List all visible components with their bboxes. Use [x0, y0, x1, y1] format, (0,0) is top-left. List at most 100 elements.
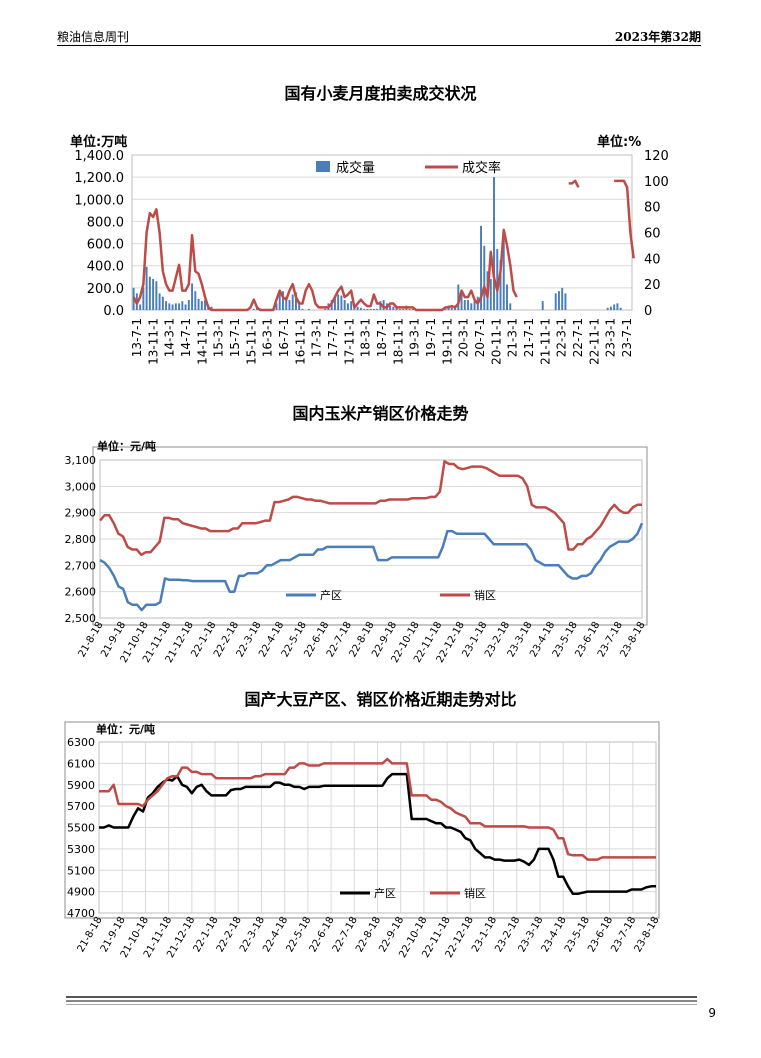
- c2-ytick: 2,600: [65, 586, 97, 599]
- c3-ytick: 5300: [67, 843, 95, 856]
- c1-rate-line: [132, 208, 518, 312]
- c1-bar: [346, 303, 349, 310]
- c1-xtick: 17-3-1: [310, 318, 324, 357]
- c1-bar: [496, 249, 499, 310]
- c1-plot-border: [131, 154, 633, 311]
- c1-bar: [460, 294, 463, 310]
- c1-rate-line: [614, 179, 635, 259]
- c1-bar: [148, 276, 151, 310]
- c2-frame: [92, 446, 648, 626]
- c1-xtick: 16-7-1: [277, 318, 291, 357]
- c1-xtick: 21-3-1: [506, 318, 520, 357]
- c1-bar: [509, 303, 512, 310]
- c1-ytick-left: 600.0: [87, 238, 124, 253]
- c3-ytick: 5700: [67, 800, 95, 813]
- c2-ytick: 2,800: [65, 533, 97, 546]
- c1-bar: [298, 301, 301, 310]
- c3-legend-label-2: 销区: [464, 886, 486, 900]
- c2-ytick: 3,000: [65, 480, 97, 493]
- c1-bar: [359, 307, 362, 310]
- c3-ytick: 4900: [67, 886, 95, 899]
- header-right: 2023年第32期: [614, 30, 701, 44]
- c1-bar: [473, 301, 476, 310]
- c3-ytick: 5900: [67, 779, 95, 792]
- c1-bar: [606, 307, 609, 310]
- c1-xtick: 15-3-1: [212, 318, 226, 357]
- c1-bar: [350, 301, 353, 310]
- c1-bar: [398, 308, 401, 310]
- c1-ytick-left: 1,400.0: [74, 149, 124, 164]
- c1-bar: [145, 266, 148, 310]
- c1-bar: [366, 308, 369, 310]
- c1-xtick: 21-11-1: [538, 318, 552, 365]
- c1-bar: [541, 301, 544, 310]
- c1-bar: [252, 308, 255, 310]
- c1-xtick: 19-11-1: [440, 318, 454, 365]
- c3-ytick: 6100: [67, 757, 95, 770]
- c1-xtick: 19-3-1: [408, 318, 422, 357]
- c1-bar: [340, 295, 343, 310]
- c1-bar: [161, 296, 164, 310]
- c1-xtick: 17-11-1: [342, 318, 356, 365]
- chart1-title: 国有小麦月度拍卖成交状况: [284, 84, 477, 103]
- c1-ytick-right: 80: [644, 201, 661, 216]
- c1-bar: [502, 232, 505, 310]
- c1-bar: [184, 304, 187, 310]
- c1-bar: [557, 291, 560, 310]
- c1-xtick: 22-3-1: [555, 318, 569, 357]
- c1-bar: [324, 308, 327, 310]
- c1-bar: [333, 296, 336, 310]
- c2-legend-label-2: 销区: [474, 588, 496, 602]
- c1-xtick: 22-11-1: [587, 318, 601, 365]
- c1-bar: [395, 307, 398, 310]
- c1-xtick: 14-7-1: [179, 318, 193, 357]
- c1-xtick: 20-11-1: [489, 318, 503, 365]
- c3-series-line-2: [99, 757, 656, 861]
- c1-xtick: 23-3-1: [604, 318, 618, 357]
- c2-series-line-1: [99, 522, 644, 612]
- c1-bar: [278, 293, 281, 310]
- c3-ytick: 5500: [67, 822, 95, 835]
- chart3-title: 国产大豆产区、销区价格近期走势对比: [244, 690, 517, 709]
- c1-ytick-left: 200.0: [87, 282, 124, 297]
- c1-ytick-right: 100: [644, 175, 669, 190]
- c1-bar: [191, 283, 194, 310]
- c1-legend-volume: 成交量: [336, 160, 375, 176]
- c1-bar: [463, 300, 466, 310]
- c3-ylabel: 单位：元/吨: [96, 722, 155, 736]
- c1-bar: [194, 291, 197, 310]
- c1-bar: [392, 306, 395, 310]
- c1-xtick: 19-7-1: [424, 318, 438, 357]
- c1-xtick: 20-3-1: [457, 318, 471, 357]
- c1-bar: [467, 300, 470, 310]
- chart2-title: 国内玉米产销区价格走势: [292, 404, 469, 423]
- c1-bar: [619, 307, 622, 310]
- c1-bar: [506, 284, 508, 310]
- c1-bar: [613, 304, 616, 310]
- c1-bar: [294, 292, 297, 310]
- c1-xtick: 13-7-1: [130, 318, 144, 357]
- c1-xtick: 20-7-1: [473, 318, 487, 357]
- c2-ylabel: 单位：元/吨: [97, 439, 156, 453]
- page-number: 9: [708, 1006, 716, 1020]
- c1-bar: [275, 303, 278, 310]
- c1-bar: [389, 305, 392, 310]
- c3-legend-label-1: 产区: [374, 886, 396, 900]
- c1-bar: [376, 308, 379, 310]
- c1-xtick: 23-7-1: [620, 318, 634, 357]
- c1-bar: [444, 308, 447, 310]
- c1-xtick: 18-11-1: [391, 318, 405, 365]
- c1-bar: [337, 294, 340, 310]
- c1-bar: [356, 306, 359, 310]
- c1-ytick-right: 120: [644, 149, 669, 164]
- c1-ytick-left: 1,200.0: [74, 171, 124, 186]
- c1-legend-rate: 成交率: [462, 160, 501, 176]
- c1-bar: [470, 303, 473, 310]
- c1-bar: [155, 281, 158, 310]
- c1-ylabel-left: 单位:万吨: [70, 134, 127, 150]
- header-rule: [57, 45, 701, 46]
- c1-bar: [382, 300, 385, 310]
- c2-ytick: 3,100: [65, 454, 97, 467]
- c1-ytick-left: 1,000.0: [74, 193, 124, 208]
